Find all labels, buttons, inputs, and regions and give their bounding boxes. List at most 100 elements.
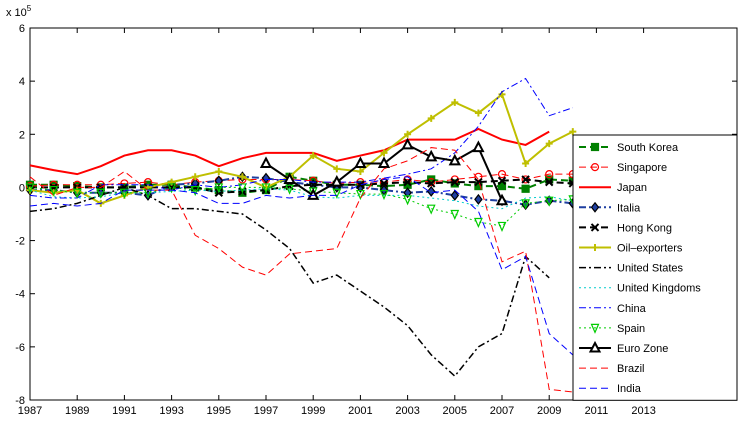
x-tick-label: 1993 bbox=[159, 405, 183, 417]
marker bbox=[73, 186, 81, 194]
marker bbox=[190, 185, 200, 197]
x-tick-label: 2007 bbox=[490, 405, 514, 417]
marker bbox=[497, 221, 507, 232]
legend-label: Italia bbox=[617, 202, 641, 214]
marker bbox=[497, 176, 507, 185]
legend-label: Japan bbox=[617, 182, 647, 194]
marker bbox=[307, 188, 320, 200]
marker bbox=[590, 201, 600, 213]
marker bbox=[590, 323, 600, 334]
y-tick-label: 6 bbox=[19, 23, 25, 35]
marker bbox=[450, 189, 460, 201]
marker bbox=[425, 149, 438, 162]
marker bbox=[590, 163, 600, 172]
y-tick-label: 4 bbox=[19, 76, 25, 88]
marker bbox=[590, 142, 600, 152]
marker bbox=[214, 183, 224, 194]
y-tick-label: 0 bbox=[19, 182, 25, 194]
marker bbox=[474, 193, 483, 205]
marker bbox=[426, 204, 436, 215]
marker bbox=[403, 177, 412, 187]
marker bbox=[448, 153, 461, 166]
marker bbox=[119, 188, 129, 199]
marker bbox=[426, 179, 436, 188]
marker bbox=[356, 167, 364, 175]
x-tick-label: 2011 bbox=[585, 405, 609, 417]
legend-label: Oil–exporters bbox=[617, 243, 683, 255]
marker bbox=[403, 187, 412, 199]
marker bbox=[380, 149, 388, 157]
marker bbox=[283, 172, 296, 184]
marker bbox=[544, 196, 554, 207]
marker bbox=[450, 209, 460, 220]
series-line bbox=[29, 77, 573, 199]
marker bbox=[591, 244, 599, 251]
marker bbox=[379, 179, 389, 188]
marker bbox=[261, 172, 271, 184]
marker bbox=[522, 160, 530, 168]
series-line bbox=[29, 92, 574, 205]
marker bbox=[379, 189, 389, 201]
legend-label: Brazil bbox=[617, 363, 645, 375]
series-line bbox=[29, 127, 550, 176]
y-scale-exponent: 5 bbox=[27, 4, 32, 13]
marker bbox=[544, 177, 554, 187]
marker bbox=[474, 177, 483, 187]
marker bbox=[330, 174, 343, 187]
x-tick-label: 2001 bbox=[348, 405, 372, 417]
x-tick-label: 1987 bbox=[18, 405, 42, 417]
x-tick-label: 1995 bbox=[207, 405, 231, 417]
marker bbox=[403, 195, 413, 206]
marker bbox=[427, 178, 436, 187]
legend-label: Singapore bbox=[617, 162, 667, 174]
legend-label: Hong Kong bbox=[617, 222, 672, 234]
x-tick-label: 1997 bbox=[254, 405, 278, 417]
marker bbox=[401, 137, 414, 150]
y-tick-label: -6 bbox=[15, 342, 25, 354]
marker bbox=[545, 170, 554, 179]
marker bbox=[404, 130, 412, 138]
marker bbox=[472, 140, 485, 153]
marker bbox=[495, 193, 509, 206]
x-tick-label: 2009 bbox=[537, 405, 561, 417]
marker bbox=[143, 188, 153, 199]
marker bbox=[238, 173, 246, 181]
series-line bbox=[29, 147, 573, 393]
marker bbox=[590, 223, 600, 232]
x-tick-label: 1999 bbox=[301, 405, 325, 417]
marker bbox=[96, 188, 106, 199]
marker bbox=[377, 156, 391, 169]
series-line bbox=[29, 188, 573, 210]
legend-label: Spain bbox=[617, 323, 645, 335]
x-tick-label: 1991 bbox=[112, 405, 136, 417]
marker bbox=[72, 188, 82, 199]
marker bbox=[474, 172, 483, 181]
x-tick-label: 2003 bbox=[395, 405, 419, 417]
legend-label: Euro Zone bbox=[617, 343, 668, 355]
y-tick-label: -8 bbox=[15, 395, 25, 407]
marker bbox=[497, 170, 507, 179]
marker bbox=[521, 184, 530, 193]
marker bbox=[451, 98, 459, 106]
x-tick-label: 2013 bbox=[631, 405, 655, 417]
marker bbox=[588, 340, 602, 353]
y-scale-label: x 105 bbox=[6, 4, 32, 19]
marker bbox=[474, 109, 482, 117]
marker bbox=[426, 185, 436, 197]
x-tick-label: 2005 bbox=[443, 405, 467, 417]
marker bbox=[309, 152, 317, 160]
marker bbox=[569, 128, 577, 136]
marker bbox=[49, 185, 59, 197]
marker bbox=[333, 165, 341, 173]
legend: South Korea Singapore Japan Italia Hong Kong… bbox=[572, 134, 738, 401]
marker bbox=[450, 177, 460, 187]
marker bbox=[191, 173, 199, 181]
legend-label: United States bbox=[617, 263, 684, 275]
marker bbox=[214, 175, 224, 187]
x-tick-label: 1989 bbox=[65, 405, 89, 417]
series-line bbox=[30, 178, 573, 194]
marker bbox=[237, 183, 247, 194]
marker bbox=[354, 156, 367, 169]
legend-label: India bbox=[617, 383, 642, 395]
